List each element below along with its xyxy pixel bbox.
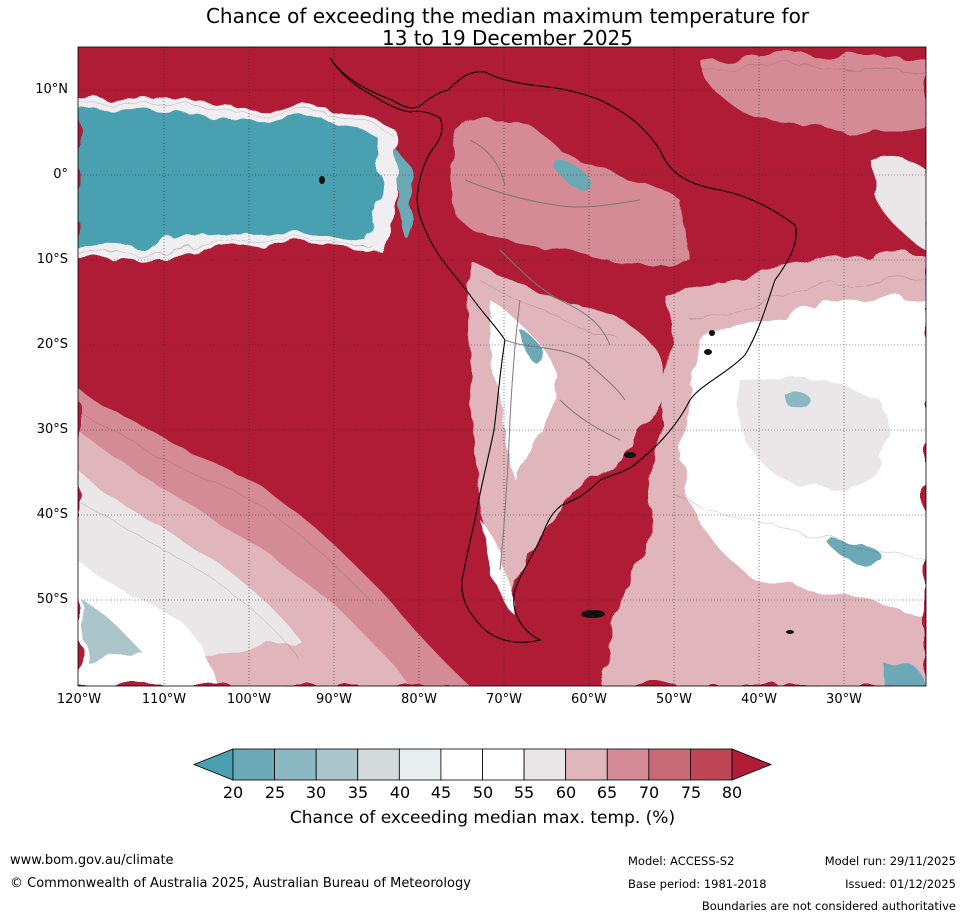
colorbar-segment bbox=[440, 748, 483, 781]
footer-boundaries-note: Boundaries are not considered authoritat… bbox=[701, 899, 956, 913]
footer-copyright: © Commonwealth of Australia 2025, Austra… bbox=[10, 876, 471, 891]
colorbar-segment bbox=[606, 748, 650, 781]
lon-label-40w: 40°W bbox=[741, 692, 777, 707]
south-america-coastline bbox=[329, 57, 797, 643]
colorbar-tick: 50 bbox=[472, 783, 494, 802]
lat-label-10s: 10°S bbox=[36, 252, 68, 267]
colorbar-tick: 25 bbox=[264, 783, 286, 802]
colorbar-tick: 45 bbox=[430, 783, 452, 802]
lat-label-0: 0° bbox=[53, 167, 68, 182]
lat-label-10n: 10°N bbox=[35, 82, 68, 97]
lat-label-30s: 30°S bbox=[36, 422, 68, 437]
colorbar-segment bbox=[274, 748, 317, 781]
colorbar-extension-high bbox=[731, 748, 773, 781]
colorbar-segment bbox=[648, 748, 691, 781]
forecast-map bbox=[77, 46, 927, 687]
colorbar-tick: 35 bbox=[347, 783, 369, 802]
lon-label-30w: 30°W bbox=[826, 692, 862, 707]
colorbar-tick: 55 bbox=[513, 783, 535, 802]
colorbar-label: Chance of exceeding median max. temp. (%… bbox=[289, 808, 676, 828]
colorbar-segment bbox=[357, 748, 400, 781]
colorbar-segment bbox=[482, 748, 525, 781]
colorbar-extension-low bbox=[192, 748, 234, 781]
lon-label-80w: 80°W bbox=[401, 692, 437, 707]
lon-label-90w: 90°W bbox=[316, 692, 352, 707]
probability-contours bbox=[78, 65, 926, 661]
lon-label-60w: 60°W bbox=[571, 692, 607, 707]
lat-label-20s: 20°S bbox=[36, 337, 68, 352]
map-title-line1: Chance of exceeding the median maximum t… bbox=[205, 4, 810, 28]
country-borders bbox=[464, 139, 641, 571]
footer-base-period: Base period: 1981-2018 bbox=[628, 877, 767, 891]
graticule bbox=[78, 47, 926, 686]
lon-label-50w: 50°W bbox=[656, 692, 692, 707]
islands bbox=[319, 176, 794, 634]
footer-model: Model: ACCESS-S2 bbox=[628, 854, 735, 868]
colorbar-tick: 20 bbox=[222, 783, 244, 802]
colorbar bbox=[192, 748, 773, 781]
colorbar-tick: 70 bbox=[638, 783, 660, 802]
colorbar-segment bbox=[690, 748, 733, 781]
colorbar-segment bbox=[523, 748, 567, 781]
colorbar-segment bbox=[565, 748, 608, 781]
colorbar-segment bbox=[232, 748, 275, 781]
map-title-line2: 13 to 19 December 2025 bbox=[381, 26, 633, 50]
probability-shading bbox=[78, 54, 926, 686]
footer-issued: Issued: 01/12/2025 bbox=[845, 877, 956, 891]
colorbar-tick: 80 bbox=[721, 783, 743, 802]
colorbar-segment bbox=[398, 748, 442, 781]
colorbar-tick: 60 bbox=[555, 783, 577, 802]
colorbar-segment bbox=[315, 748, 359, 781]
lon-label-120w: 120°W bbox=[56, 692, 102, 707]
lat-label-50s: 50°S bbox=[36, 592, 68, 607]
footer-website: www.bom.gov.au/climate bbox=[10, 853, 174, 868]
colorbar-tick: 65 bbox=[596, 783, 618, 802]
lon-label-110w: 110°W bbox=[141, 692, 187, 707]
colorbar-tick: 40 bbox=[389, 783, 411, 802]
lon-label-70w: 70°W bbox=[486, 692, 522, 707]
colorbar-tick: 75 bbox=[680, 783, 702, 802]
lat-label-40s: 40°S bbox=[36, 507, 68, 522]
footer-model-run: Model run: 29/11/2025 bbox=[824, 854, 956, 868]
colorbar-tick: 30 bbox=[305, 783, 327, 802]
lon-label-100w: 100°W bbox=[226, 692, 272, 707]
